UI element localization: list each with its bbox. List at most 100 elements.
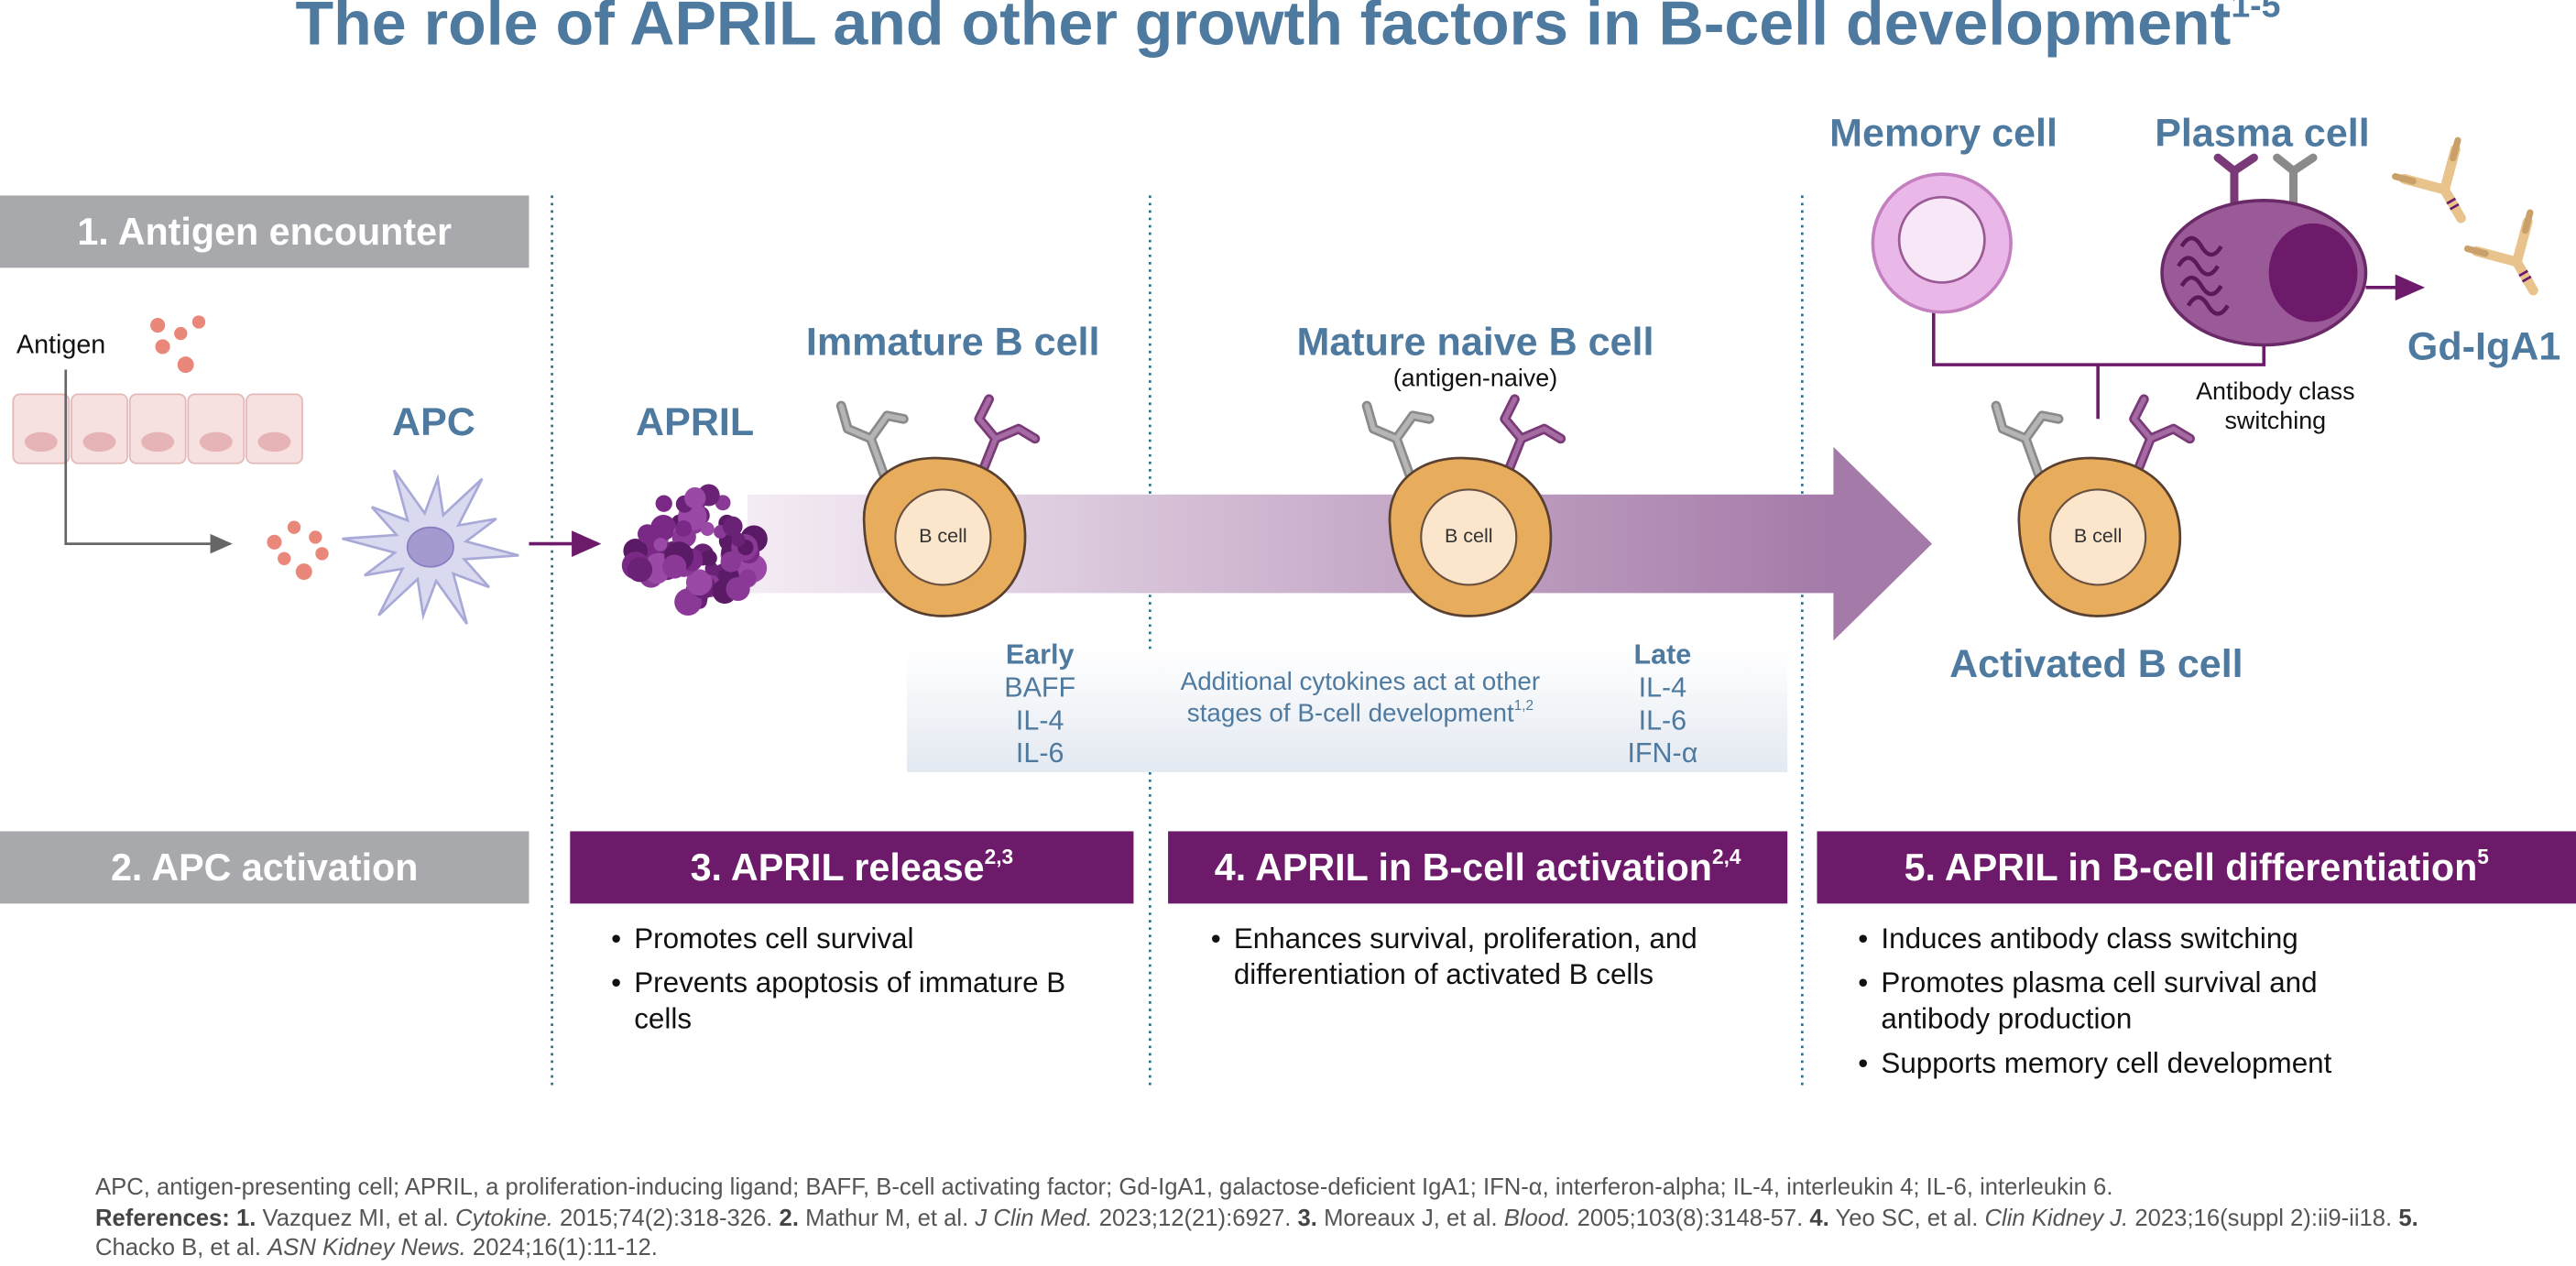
- april-subunit: [701, 550, 717, 566]
- b-cell-label: B cell: [1444, 524, 1493, 548]
- april-subunit: [722, 516, 743, 537]
- step-header: 1. Antigen encounter: [0, 195, 529, 268]
- activated-b-cell: [1996, 399, 2190, 617]
- reference-authors: Vazquez MI, et al.: [262, 1205, 449, 1232]
- reference-number: 2.: [779, 1205, 799, 1232]
- reference-detail: 2024;16(1):11-12.: [472, 1235, 658, 1262]
- b-cell-label: B cell: [2073, 524, 2123, 548]
- april-label: APRIL: [636, 400, 755, 446]
- reference-detail: 2005;103(8):3148-57.: [1577, 1205, 1804, 1232]
- step-label: 1. Antigen encounter: [77, 210, 453, 254]
- memory-label: Memory cell: [1829, 111, 2058, 157]
- bullet: Induces antibody class switching: [1858, 920, 2400, 955]
- mature-note: (antigen-naive): [1392, 365, 1558, 393]
- cytokine-note-ref: 1,2: [1513, 696, 1534, 714]
- april-subunit: [655, 495, 672, 512]
- bullet: Enhances survival, proliferation, and di…: [1211, 920, 1770, 992]
- reference-journal: Blood.: [1503, 1205, 1571, 1232]
- reference-authors: Yeo SC, et al.: [1835, 1205, 1979, 1232]
- cytokine-note: Additional cytokines act at other: [1180, 668, 1541, 697]
- plasma-label: Plasma cell: [2155, 111, 2370, 157]
- april-subunit: [720, 551, 742, 573]
- epithelial-nucleus: [141, 431, 175, 453]
- antigen-dot: [287, 520, 301, 534]
- step-label: 5. APRIL in B-cell differentiation: [1904, 846, 2478, 889]
- epithelial-cell: [187, 393, 246, 464]
- bullet: Supports memory cell development: [1858, 1045, 2400, 1081]
- epithelial-cell: [128, 393, 187, 464]
- footnotes: APC, antigen-presenting cell; APRIL, a p…: [95, 1173, 2429, 1264]
- april-subunit: [700, 521, 715, 536]
- plasma-receptor: [2213, 153, 2258, 212]
- development-arrowhead: [1833, 446, 1933, 641]
- april-subunit: [662, 554, 687, 579]
- b-cell-label: B cell: [919, 524, 967, 548]
- cytokine: IL-4: [1015, 704, 1064, 737]
- bullet: Promotes plasma cell survival and antibo…: [1858, 965, 2400, 1037]
- switching-label: switching: [2224, 407, 2327, 436]
- switching-label: Antibody class: [2196, 377, 2355, 406]
- reference-authors: Chacko B, et al.: [95, 1235, 262, 1262]
- antigen-dot: [177, 356, 194, 374]
- cytokine: IL-6: [1015, 737, 1064, 769]
- plasma-er: [2177, 235, 2230, 316]
- cytokine: BAFF: [1004, 671, 1076, 704]
- april-subunit: [685, 569, 713, 596]
- epithelial-nucleus: [257, 431, 291, 453]
- reference-journal: ASN Kidney News.: [267, 1235, 466, 1262]
- antigen-label: Antigen: [16, 332, 106, 360]
- plasma-nucleus: [2268, 223, 2358, 322]
- april-subunit: [726, 576, 750, 602]
- antigen-dot: [155, 339, 170, 355]
- immature-label: Immature B cell: [805, 320, 1100, 366]
- epithelial-cell: [12, 393, 71, 464]
- step-label: 3. APRIL release: [690, 846, 985, 889]
- differentiation-connector: [1932, 311, 2266, 420]
- reference-number: 4.: [1809, 1205, 1829, 1232]
- reference-number: 3.: [1297, 1205, 1317, 1232]
- bullet-list: Induces antibody class switching Promotes…: [1858, 920, 2400, 1089]
- bullet: Prevents apoptosis of immature B cells: [611, 965, 1104, 1037]
- antibody: [2468, 213, 2565, 309]
- references-heading: References:: [95, 1205, 230, 1232]
- epithelial-nucleus: [24, 431, 58, 453]
- step-label: 4. APRIL in B-cell activation: [1214, 846, 1712, 889]
- antigen-dot: [309, 530, 322, 544]
- memory-nucleus: [1897, 195, 1986, 284]
- epithelial-nucleus: [199, 431, 233, 453]
- references: References: 1. Vazquez MI, et al. Cytoki…: [95, 1204, 2429, 1264]
- april-subunit: [731, 532, 746, 547]
- antigen-dot: [295, 563, 312, 581]
- reference-journal: Cytokine.: [454, 1205, 553, 1232]
- cytokine: IL-4: [1638, 671, 1687, 704]
- plasma-receptor: [2273, 153, 2318, 212]
- antigen-dot: [315, 547, 329, 561]
- apc-label: APC: [392, 400, 475, 446]
- cytokine: IFN-α: [1627, 737, 1698, 769]
- april-subunit: [653, 538, 668, 551]
- epithelial-nucleus: [82, 431, 116, 453]
- cytokine-heading: Early: [1005, 638, 1075, 671]
- title: The role of APRIL and other growth facto…: [295, 0, 2280, 60]
- antigen-dot: [191, 315, 206, 329]
- reference-detail: 2015;74(2):318-326.: [560, 1205, 773, 1232]
- antibody: [2396, 140, 2493, 236]
- antigen-arrow: [64, 369, 233, 554]
- epithelial-cell: [71, 393, 128, 464]
- activated-label: Activated B cell: [1949, 642, 2243, 687]
- reference-journal: J Clin Med.: [975, 1205, 1093, 1232]
- step-header: 2. APC activation: [0, 831, 529, 904]
- step-label: 2. APC activation: [110, 846, 419, 889]
- antigen-dot: [150, 318, 166, 333]
- april-subunit: [675, 519, 693, 537]
- april-molecule: [621, 484, 768, 616]
- step-header: 4. APRIL in B-cell activation2,4: [1168, 831, 1788, 904]
- reference-authors: Moreaux J, et al.: [1324, 1205, 1498, 1232]
- step-ref: 5: [2477, 846, 2489, 869]
- reference-detail: 2023;16(suppl 2):ii9-ii18.: [2134, 1205, 2393, 1232]
- antigen-dot: [278, 551, 291, 565]
- reference-detail: 2023;12(21):6927.: [1098, 1205, 1292, 1232]
